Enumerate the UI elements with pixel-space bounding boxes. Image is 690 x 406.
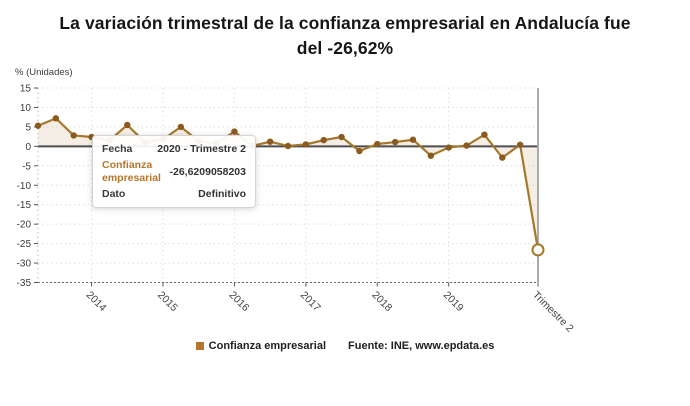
- tooltip-row-fecha: Fecha 2020 - Trimestre 2: [102, 143, 246, 156]
- tooltip-value-dato: Definitivo: [198, 188, 246, 201]
- source-label: Fuente: INE, www.epdata.es: [348, 340, 495, 352]
- svg-text:-5: -5: [22, 161, 31, 172]
- svg-text:2015: 2015: [155, 289, 180, 314]
- legend-item-confianza[interactable]: Confianza empresarial: [195, 340, 327, 352]
- svg-text:5: 5: [25, 122, 31, 133]
- tooltip-label-dato: Dato: [102, 188, 126, 201]
- svg-text:0: 0: [25, 142, 31, 153]
- chart-tooltip: Fecha 2020 - Trimestre 2 Confianza empre…: [92, 135, 256, 208]
- svg-text:2016: 2016: [226, 289, 251, 314]
- y-axis-unit-label: % (Unidades): [15, 67, 73, 78]
- page-title: La variación trimestral de la confianza …: [0, 11, 690, 62]
- tooltip-value-confianza: -26,6209058203: [169, 165, 247, 178]
- tooltip-row-dato: Dato Definitivo: [102, 188, 246, 201]
- svg-text:-25: -25: [17, 239, 32, 250]
- tooltip-label-confianza: Confianza empresarial: [102, 159, 161, 185]
- page-title-line1: La variación trimestral de la confianza …: [59, 13, 631, 33]
- page-title-line2: del -26,62%: [296, 38, 394, 59]
- legend-series-label: Confianza empresarial: [208, 340, 327, 352]
- svg-text:2019: 2019: [441, 289, 466, 314]
- svg-text:Trimestre 2: Trimestre 2: [530, 289, 576, 335]
- svg-text:10: 10: [20, 103, 32, 114]
- tooltip-label-fecha: Fecha: [102, 143, 133, 155]
- svg-text:-10: -10: [17, 181, 32, 192]
- chart-legend: Confianza empresarial Fuente: INE, www.e…: [0, 340, 690, 352]
- svg-text:-15: -15: [17, 200, 32, 211]
- svg-text:-30: -30: [17, 259, 32, 270]
- svg-text:15: 15: [20, 84, 32, 95]
- tooltip-value-fecha: 2020 - Trimestre 2: [157, 143, 246, 155]
- svg-text:2017: 2017: [298, 289, 323, 314]
- tooltip-row-confianza: Confianza empresarial -26,6209058203: [102, 159, 246, 185]
- svg-text:-35: -35: [17, 278, 32, 289]
- svg-text:2018: 2018: [369, 289, 394, 314]
- series-color-swatch-icon: [195, 342, 204, 350]
- svg-text:2014: 2014: [84, 289, 109, 314]
- svg-text:-20: -20: [17, 220, 32, 231]
